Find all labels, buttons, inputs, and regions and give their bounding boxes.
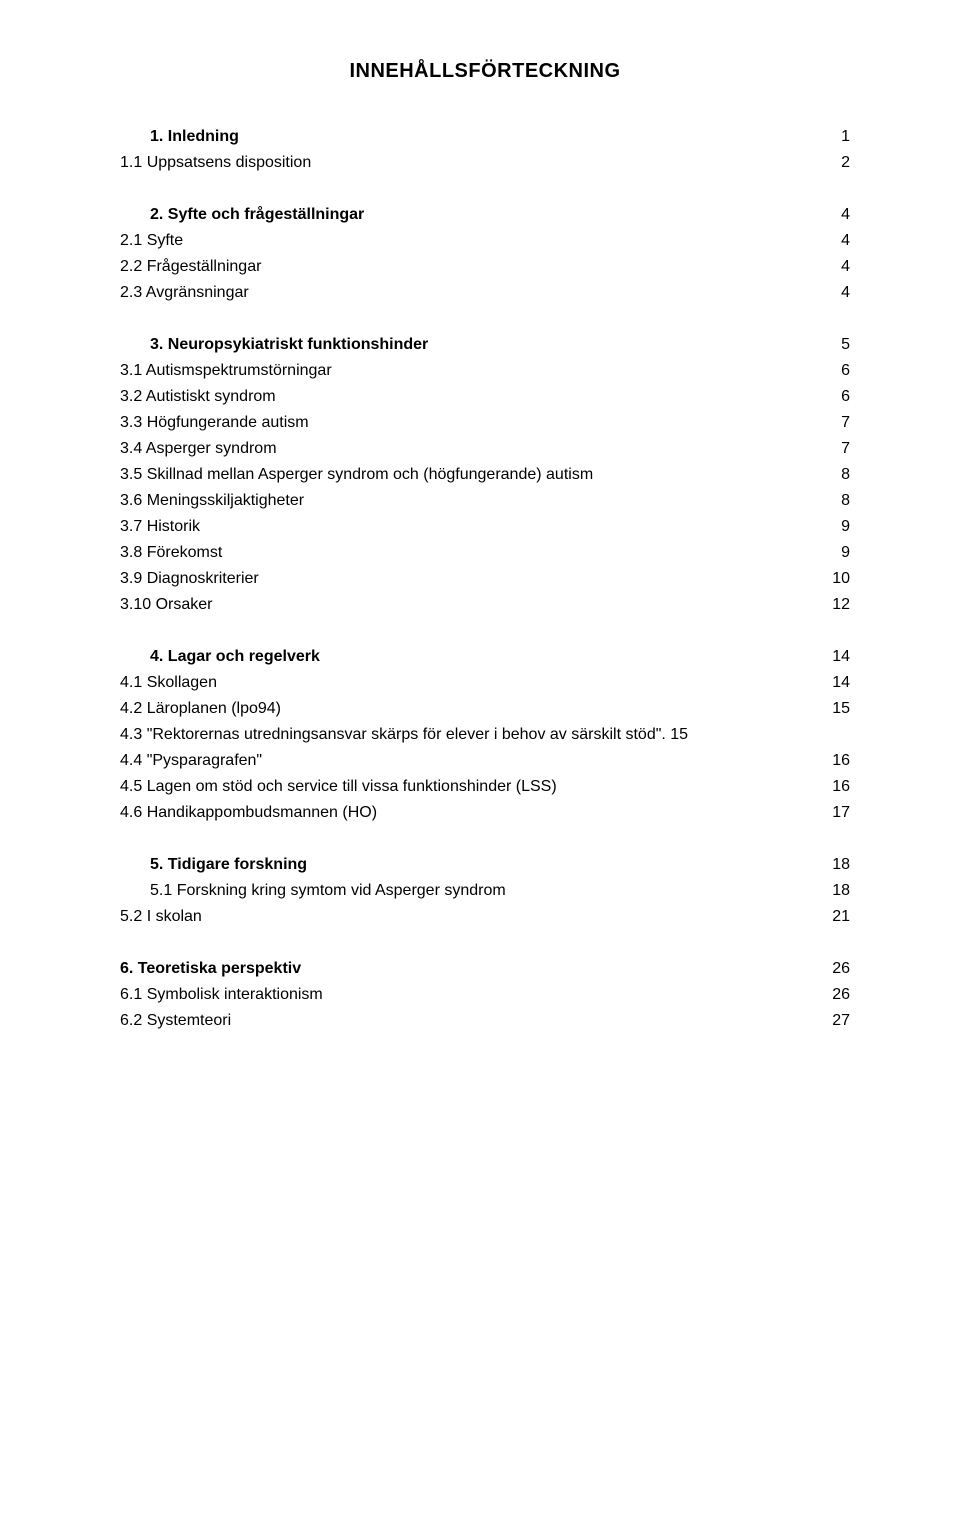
toc-entry: 3. Neuropsykiatriskt funktionshinder 5 [120, 333, 850, 357]
toc-entry-label: 4.1 Skollagen [120, 671, 217, 695]
toc-entry-page: 9 [841, 541, 850, 565]
toc-entry-page: 26 [832, 957, 850, 981]
toc-entry-label: 4.3 "Rektorernas utredningsansvar skärps… [120, 723, 661, 747]
toc-entry-page: 7 [841, 437, 850, 461]
toc-entry: 2. Syfte och frågeställningar 4 [120, 203, 850, 227]
toc-entry-page: 15 [832, 697, 850, 721]
section-gap [120, 827, 850, 853]
toc-entry-label: 5.2 I skolan [120, 905, 202, 929]
toc-entry-page: 10 [832, 567, 850, 591]
toc-entry: 6.2 Systemteori 27 [120, 1009, 850, 1033]
section-gap [120, 619, 850, 645]
toc-entry-label: 6.2 Systemteori [120, 1009, 231, 1033]
toc-entry-label: 3.8 Förekomst [120, 541, 222, 565]
toc-entry: 3.7 Historik 9 [120, 515, 850, 539]
toc-entry-label: 6. Teoretiska perspektiv [120, 957, 301, 981]
toc-entry-label: 4.5 Lagen om stöd och service till vissa… [120, 775, 557, 799]
toc-entry-label: 3.9 Diagnoskriterier [120, 567, 259, 591]
toc-entry-page: 7 [841, 411, 850, 435]
toc-entry-page: 5 [841, 333, 850, 357]
toc-entry-page: 4 [841, 281, 850, 305]
toc-entry-label: 2.1 Syfte [120, 229, 183, 253]
toc-entry-page: 12 [832, 593, 850, 617]
toc-entry: 5.1 Forskning kring symtom vid Asperger … [120, 879, 850, 903]
toc-entry: 4.4 "Pysparagrafen" 16 [120, 749, 850, 773]
toc-entry-page: 18 [832, 879, 850, 903]
toc-entry: 3.4 Asperger syndrom 7 [120, 437, 850, 461]
toc-entry: 2.2 Frågeställningar 4 [120, 255, 850, 279]
toc-entry: 3.9 Diagnoskriterier 10 [120, 567, 850, 591]
toc-entry: 5. Tidigare forskning 18 [120, 853, 850, 877]
toc-entry-page: 9 [841, 515, 850, 539]
toc-entry-page: 1 [841, 125, 850, 149]
toc-entry-label: 5. Tidigare forskning [120, 853, 307, 877]
toc-entry-label: 1. Inledning [120, 125, 239, 149]
toc-entry: 4.6 Handikappombudsmannen (HO) 17 [120, 801, 850, 825]
section-gap [120, 307, 850, 333]
toc-entry-label: 4.4 "Pysparagrafen" [120, 749, 262, 773]
toc-entry-label: 3.2 Autistiskt syndrom [120, 385, 276, 409]
toc-entry-label: 1.1 Uppsatsens disposition [120, 151, 311, 175]
section-gap [120, 931, 850, 957]
toc-entry: 2.3 Avgränsningar 4 [120, 281, 850, 305]
toc-entry: 3.2 Autistiskt syndrom 6 [120, 385, 850, 409]
toc-entry-page: 26 [832, 983, 850, 1007]
toc-entry: 2.1 Syfte 4 [120, 229, 850, 253]
toc-entry-page: 14 [832, 645, 850, 669]
toc-entry-label: 3.10 Orsaker [120, 593, 212, 617]
toc-entry-page: 4 [841, 255, 850, 279]
toc-container: 1. Inledning 1 1.1 Uppsatsens disposition 2… [120, 125, 850, 1033]
toc-entry-page: 4 [841, 203, 850, 227]
toc-entry: 4. Lagar och regelverk 14 [120, 645, 850, 669]
toc-entry-label: 3.1 Autismspektrumstörningar [120, 359, 332, 383]
toc-entry-page: 16 [832, 775, 850, 799]
toc-entry-page: 27 [832, 1009, 850, 1033]
toc-entry-label: 6.1 Symbolisk interaktionism [120, 983, 323, 1007]
toc-entry-page: 4 [841, 229, 850, 253]
toc-entry: 4.5 Lagen om stöd och service till vissa… [120, 775, 850, 799]
toc-entry-label: 4.2 Läroplanen (lpo94) [120, 697, 281, 721]
toc-entry-label: 3.3 Högfungerande autism [120, 411, 309, 435]
toc-entry: 1.1 Uppsatsens disposition 2 [120, 151, 850, 175]
toc-entry-page: 8 [841, 463, 850, 487]
toc-entry: 4.2 Läroplanen (lpo94) 15 [120, 697, 850, 721]
toc-entry-label: 2.3 Avgränsningar [120, 281, 249, 305]
toc-entry-page: 16 [832, 749, 850, 773]
toc-entry: 3.10 Orsaker 12 [120, 593, 850, 617]
toc-entry-page: 21 [832, 905, 850, 929]
toc-entry-label: 4. Lagar och regelverk [120, 645, 320, 669]
toc-entry-page: 17 [832, 801, 850, 825]
toc-entry-page: 14 [832, 671, 850, 695]
toc-entry-label: 2. Syfte och frågeställningar [120, 203, 364, 227]
toc-entry-label: 4.6 Handikappombudsmannen (HO) [120, 801, 377, 825]
toc-entry-label: 5.1 Forskning kring symtom vid Asperger … [120, 879, 506, 903]
toc-entry-label: 3.7 Historik [120, 515, 200, 539]
toc-entry-label: 3.6 Meningsskiljaktigheter [120, 489, 304, 513]
toc-entry: 3.5 Skillnad mellan Asperger syndrom och… [120, 463, 850, 487]
toc-entry: 3.6 Meningsskiljaktigheter 8 [120, 489, 850, 513]
toc-entry-label: 3.4 Asperger syndrom [120, 437, 277, 461]
toc-entry-label: 2.2 Frågeställningar [120, 255, 261, 279]
toc-entry: 6. Teoretiska perspektiv 26 [120, 957, 850, 981]
toc-title: INNEHÅLLSFÖRTECKNING [120, 60, 850, 83]
toc-entry: 4.3 "Rektorernas utredningsansvar skärps… [120, 723, 850, 747]
toc-entry-page: 18 [832, 853, 850, 877]
toc-entry-page: 6 [841, 359, 850, 383]
section-gap [120, 177, 850, 203]
toc-entry-page: . 15 [661, 723, 688, 747]
toc-entry: 5.2 I skolan 21 [120, 905, 850, 929]
toc-entry-label: 3. Neuropsykiatriskt funktionshinder [120, 333, 428, 357]
toc-entry: 1. Inledning 1 [120, 125, 850, 149]
toc-entry-page: 8 [841, 489, 850, 513]
toc-entry: 4.1 Skollagen 14 [120, 671, 850, 695]
toc-entry: 3.8 Förekomst 9 [120, 541, 850, 565]
toc-entry: 6.1 Symbolisk interaktionism 26 [120, 983, 850, 1007]
toc-entry-label: 3.5 Skillnad mellan Asperger syndrom och… [120, 463, 593, 487]
toc-entry: 3.1 Autismspektrumstörningar 6 [120, 359, 850, 383]
toc-entry: 3.3 Högfungerande autism 7 [120, 411, 850, 435]
toc-entry-page: 6 [841, 385, 850, 409]
toc-entry-page: 2 [841, 151, 850, 175]
